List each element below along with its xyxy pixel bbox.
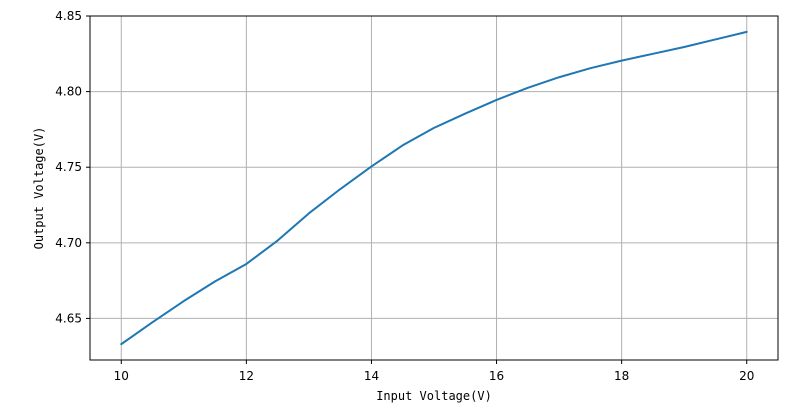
x-axis-label: Input Voltage(V) [376, 389, 492, 403]
x-tick-label: 16 [489, 369, 504, 383]
y-tick-label: 4.65 [55, 311, 82, 325]
grid [90, 15, 778, 360]
x-tick-label: 12 [239, 369, 254, 383]
y-tick-label: 4.75 [55, 160, 82, 174]
x-tick-label: 14 [364, 369, 379, 383]
x-axis-ticks: 10 12 14 16 18 20 [114, 360, 754, 383]
y-tick-label: 4.85 [55, 9, 82, 23]
x-tick-label: 10 [114, 369, 129, 383]
x-tick-label: 20 [739, 369, 754, 383]
chart-root: 10 12 14 16 18 20 4.65 4.70 4.75 4.80 4.85 Input … [32, 9, 779, 403]
y-tick-label: 4.80 [55, 85, 82, 99]
y-axis-ticks: 4.65 4.70 4.75 4.80 4.85 [55, 9, 90, 325]
y-tick-label: 4.70 [55, 236, 82, 250]
series-group [120, 30, 748, 346]
plot-frame [89, 15, 779, 361]
x-tick-label: 18 [614, 369, 629, 383]
series-line [120, 30, 748, 346]
y-axis-label: Output Voltage(V) [32, 127, 46, 250]
